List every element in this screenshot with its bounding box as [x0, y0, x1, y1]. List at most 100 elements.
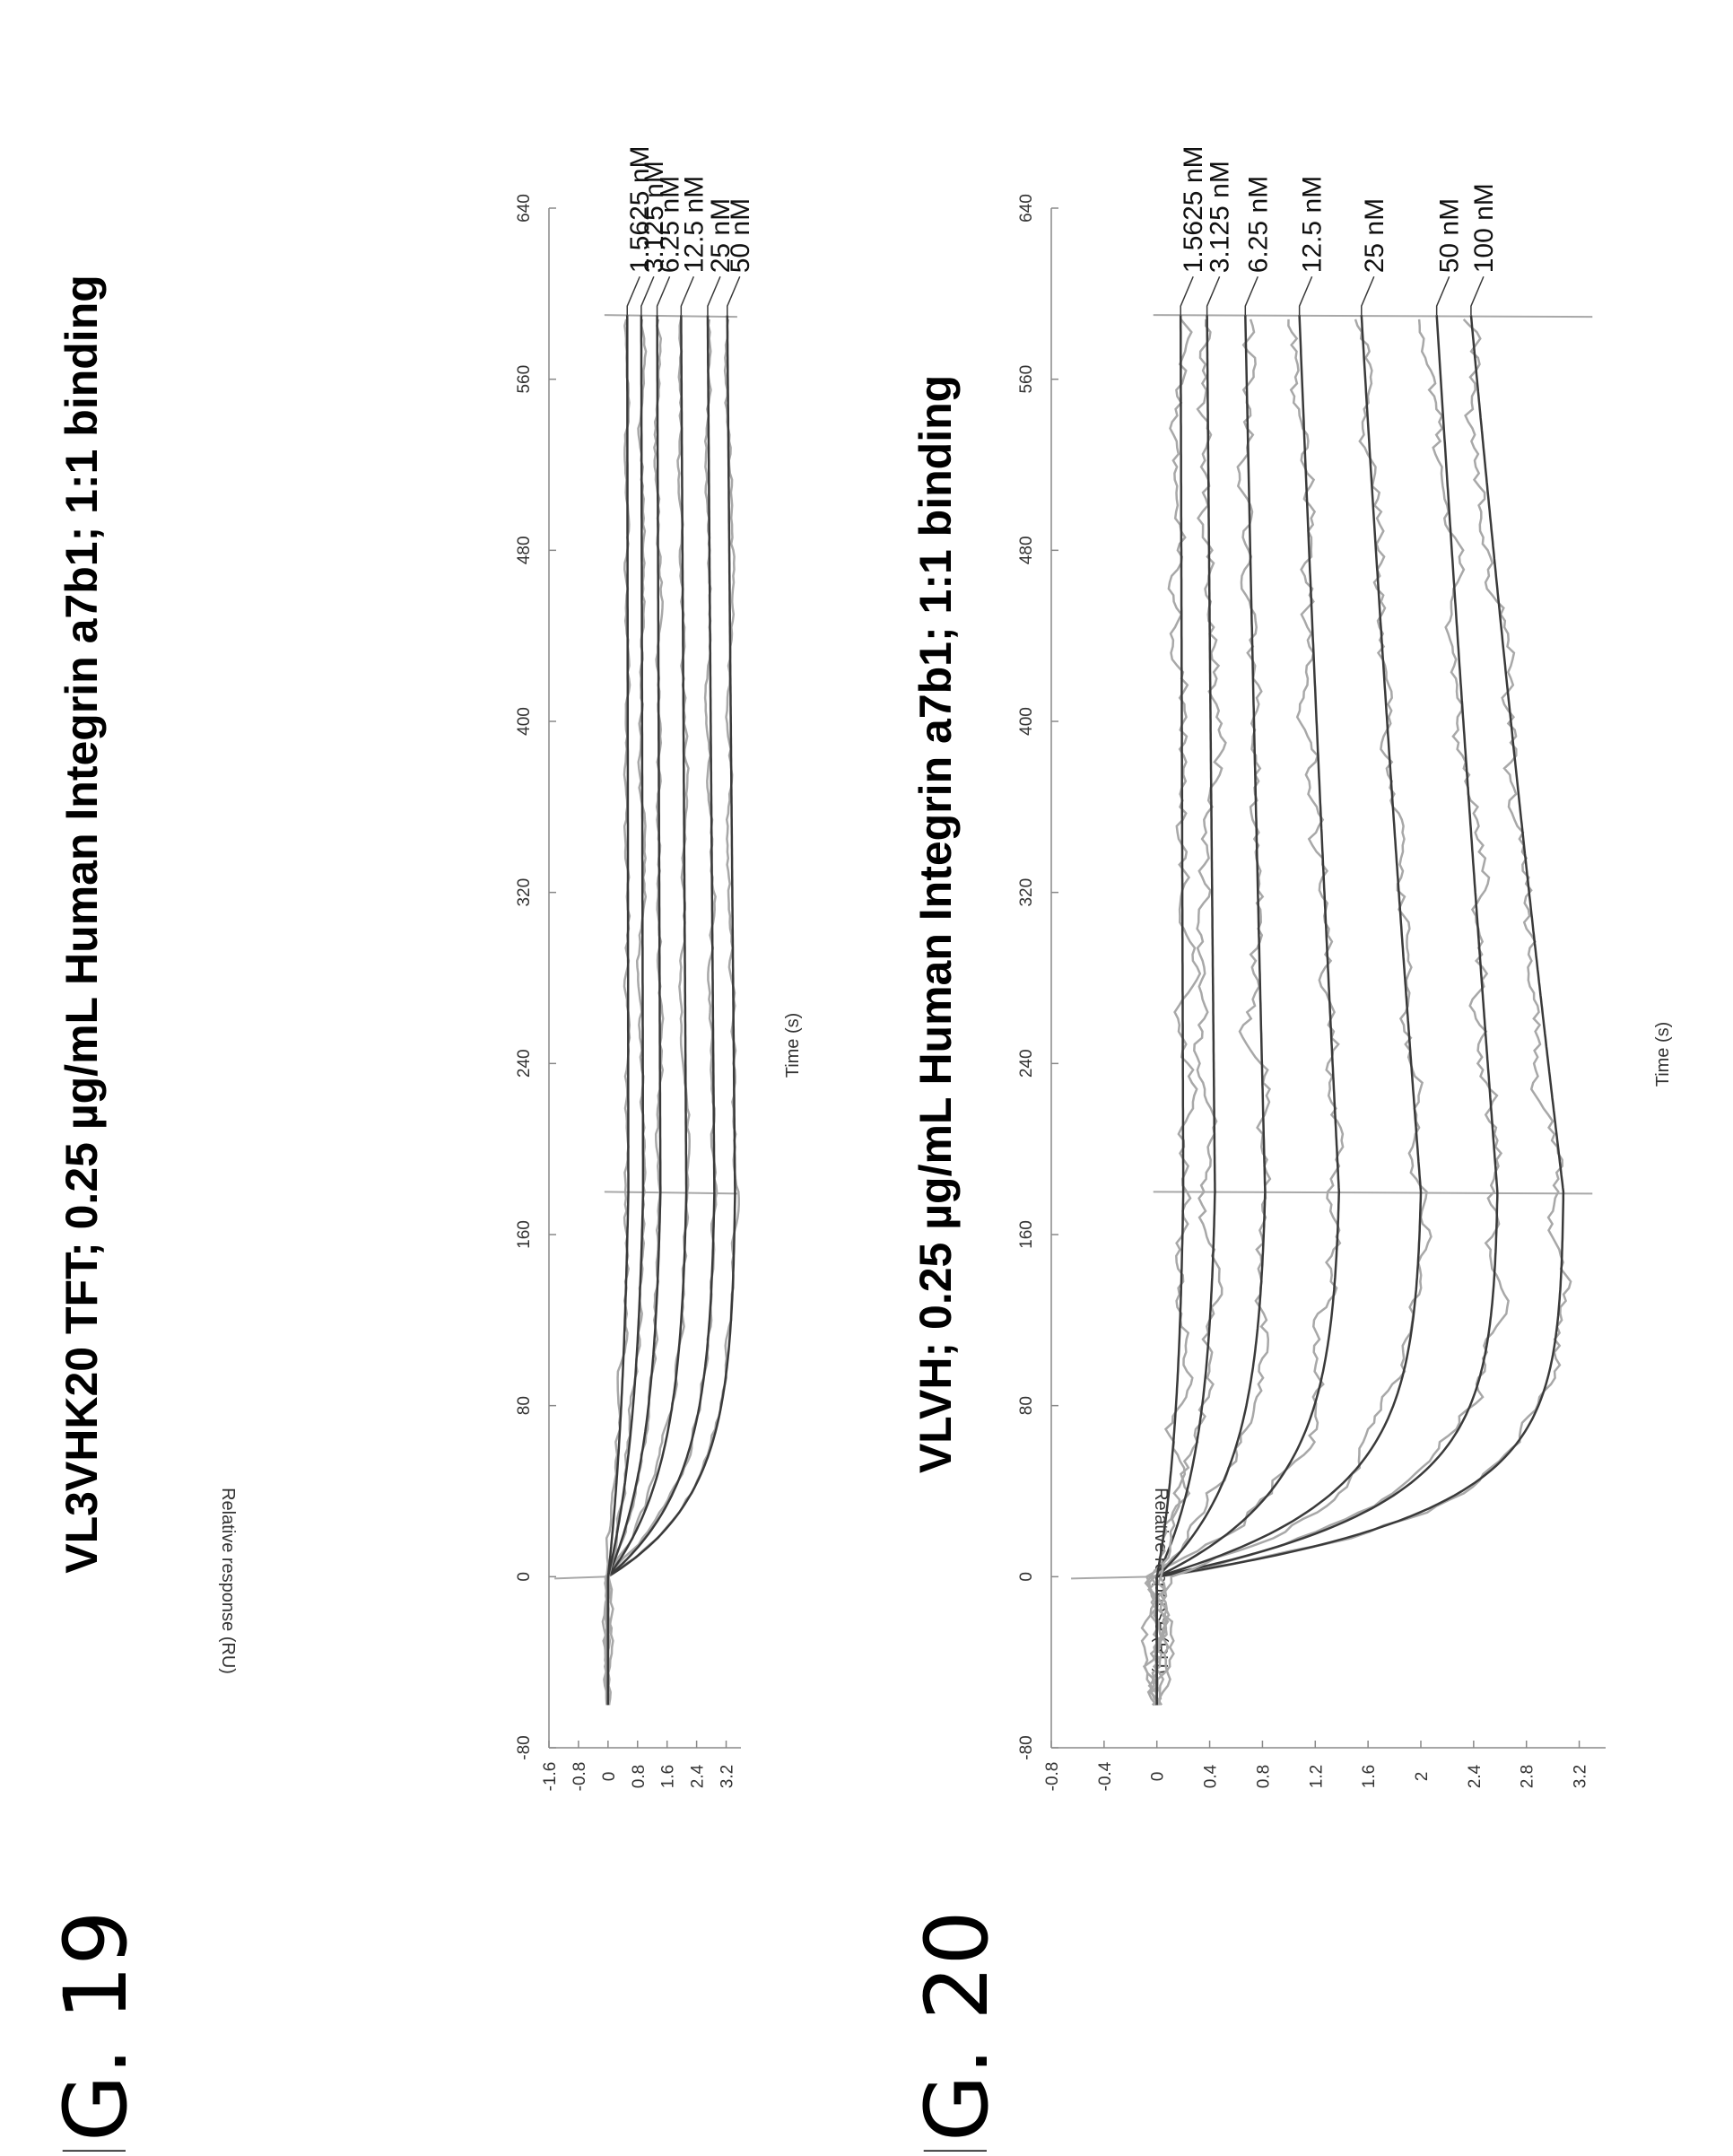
fig-19-fit-curve [606, 315, 630, 1706]
fig-19-series-leader-line [656, 275, 671, 316]
fig-19-x-tick-label: 400 [515, 707, 534, 736]
fig-20-x-axis-label: Time (s) [1653, 1022, 1673, 1087]
fig-20-y-tick-label: 2 [1413, 1772, 1432, 1782]
fig-19-x-tick-label: 640 [515, 194, 534, 223]
fig-19-series-label: 25 nM [706, 198, 736, 273]
fig-20-fit-curve [1155, 315, 1185, 1706]
fig-20-series-leader-line [1298, 275, 1313, 316]
fig-19-series-label: 1.5625 nM [625, 145, 655, 273]
fig-20-fit-curve [1155, 315, 1267, 1706]
fig-20-y-tick-label: 3.2 [1572, 1765, 1590, 1788]
fig-20-series-label: 1.5625 nM [1179, 145, 1208, 273]
fig-20-series-leader-line [1206, 275, 1221, 316]
fig-19-injection-spike [554, 1576, 605, 1580]
fig-20-group: FIG. 20 VLVH; 0.25 µg/mL Human Integrin … [907, 145, 1673, 2156]
fig-20-measured-trace [1142, 319, 1510, 1706]
fig-20-y-tick-label: -0.8 [1043, 1762, 1062, 1792]
fig-20-measured-trace [1146, 319, 1433, 1706]
fig-19-y-tick-label: 0 [600, 1772, 619, 1782]
fig-20-x-tick-label: 480 [1017, 536, 1036, 564]
fig-20-fit-curve [1155, 315, 1341, 1706]
fig-20-series-label: 50 nM [1435, 198, 1465, 273]
fig-20-measured-trace [1140, 319, 1345, 1706]
fig-20-plot-area: -80 0 80 160 240 320 400 480 560 640 -0.8 -0.4 0 0.4 0… [1017, 145, 1606, 1791]
fig-19-y-tick-label: -0.8 [570, 1762, 589, 1792]
fig-20-measured-trace [1147, 319, 1227, 1706]
fig-20-label: FIG. 20 [907, 1910, 1007, 2152]
fig-19-x-tick-label: -80 [515, 1735, 534, 1759]
fig-20-y-tick-label: 0 [1149, 1772, 1168, 1782]
fig-19-series-leader-line [626, 275, 640, 316]
fig-19-chart-title: VL3VHK20 TFT; 0.25 µg/mL Human Integrin … [57, 275, 107, 1574]
fig-19-y-tick-label: -1.6 [541, 1762, 560, 1792]
fig-19-series-label: 6.25 nM [656, 176, 685, 273]
fig-19-x-tick-label: 480 [515, 536, 534, 564]
fig-20-x-tick-label: 560 [1017, 365, 1036, 394]
fig-20-x-tick-label: 160 [1017, 1220, 1036, 1249]
fig-19-series-label: 3.125 nM [640, 161, 669, 273]
fig-20-fit-curve [1155, 315, 1423, 1706]
fig-19-series-label: 12.5 nM [679, 176, 709, 273]
fig-19-x-tick-label: 560 [515, 365, 534, 394]
fig-20-chart-title: VLVH; 0.25 µg/mL Human Integrin a7b1; 1:… [910, 375, 961, 1473]
fig-20-series-label: 12.5 nM [1298, 176, 1328, 273]
fig-19-x-tick-label: 0 [515, 1572, 534, 1582]
fig-19-series-leader-line [640, 275, 655, 316]
fig-19-plot-area: -80 0 80 160 240 320 400 480 560 640 -1.6 -0.8 0 0.8 1… [515, 145, 755, 1791]
fig-19-y-axis-label: Relative response (RU) [218, 1488, 238, 1674]
fig-20-x-tick-label: 400 [1017, 707, 1036, 736]
fig-19-group: FIG. 19 VL3VHK20 TFT; 0.25 µg/mL Human I… [46, 145, 803, 2156]
fig-20-injection-spike [1153, 1191, 1593, 1195]
fig-19-fit-curve [606, 315, 662, 1706]
fig-19-y-tick-label: 2.4 [689, 1764, 708, 1788]
fig-20-x-tick-label: -80 [1017, 1735, 1036, 1759]
fig-20-y-tick-label: 0.4 [1202, 1764, 1221, 1788]
fig-20-injection-spike [1071, 1576, 1154, 1580]
fig-19-fit-curve [606, 315, 736, 1706]
fig-19-series-leader-line [727, 275, 741, 316]
fig-20-x-tick-label: 320 [1017, 878, 1036, 907]
fig-19-measured-trace [604, 319, 631, 1706]
fig-19-injection-spike [604, 314, 737, 319]
fig-20-fit-curve [1155, 315, 1499, 1706]
fig-20-series-label: 3.125 nM [1206, 161, 1235, 273]
fig-20-x-tick-label: 80 [1017, 1396, 1036, 1415]
fig-20-fit-curve [1155, 315, 1565, 1706]
fig-20-series-leader-line [1470, 275, 1485, 316]
fig-20-measured-trace [1153, 319, 1572, 1706]
fig-19-measured-trace [603, 319, 648, 1706]
fig-20-series-label: 6.25 nM [1243, 176, 1273, 273]
fig-19-x-axis-label: Time (s) [783, 1013, 803, 1078]
fig-19-fit-curve [606, 315, 645, 1706]
fig-20-series-leader-line [1244, 275, 1258, 316]
fig-19-fit-curve [606, 315, 716, 1706]
fig-20-y-tick-label: -0.4 [1096, 1761, 1115, 1791]
fig-19-y-tick-label: 1.6 [659, 1765, 678, 1788]
fig-19-y-tick-label: 0.8 [630, 1765, 649, 1788]
fig-19-y-tick-label: 3.2 [718, 1765, 737, 1788]
fig-19-x-tick-label: 160 [515, 1220, 534, 1249]
fig-20-fit-curve [1155, 315, 1216, 1706]
fig-20-measured-trace [1146, 319, 1202, 1706]
fig-20-x-tick-label: 240 [1017, 1049, 1036, 1078]
fig-20-y-tick-label: 1.2 [1307, 1765, 1326, 1788]
fig-20-y-tick-label: 2.8 [1519, 1765, 1537, 1788]
fig-20-series-label: 25 nM [1360, 198, 1389, 273]
fig-20-series-label: 100 nM [1469, 183, 1499, 273]
fig-19-series-leader-line [707, 275, 721, 316]
fig-19-x-tick-label: 240 [515, 1049, 534, 1078]
fig-20-y-tick-label: 2.4 [1466, 1764, 1485, 1788]
fig-20-series-leader-line [1435, 275, 1450, 316]
fig-20-injection-spike [1153, 314, 1593, 319]
fig-20-series-leader-line [1180, 275, 1194, 316]
fig-19-x-tick-label: 320 [515, 878, 534, 907]
fig-19-measured-trace [602, 319, 691, 1706]
fig-20-x-tick-label: 640 [1017, 194, 1036, 223]
fig-20-y-tick-label: 0.8 [1254, 1765, 1273, 1788]
fig-20-series-leader-line [1361, 275, 1375, 316]
fig-20-y-tick-label: 1.6 [1360, 1765, 1379, 1788]
fig-19-label: FIG. 19 [46, 1910, 146, 2152]
fig-19-series-label: 50 nM [726, 198, 755, 273]
